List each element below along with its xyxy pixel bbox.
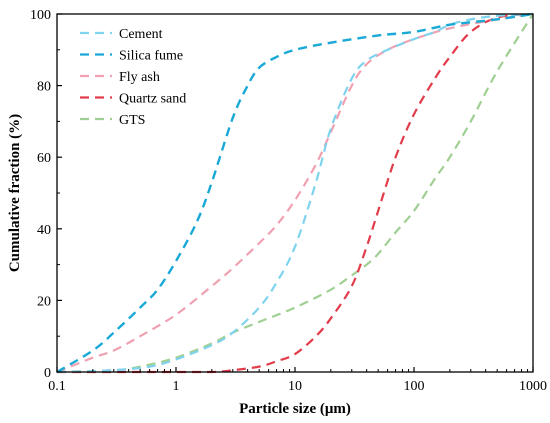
series-line-fly-ash [56, 12, 534, 374]
series-line-silica-fume [56, 12, 534, 374]
legend-label: Quartz sand [119, 92, 186, 107]
legend-label: Silica fume [119, 49, 183, 64]
x-tick-label: 1000 [519, 379, 547, 394]
legend-label: Fly ash [119, 70, 160, 85]
x-tick-label: 0.1 [48, 379, 66, 394]
series-layer [56, 12, 534, 374]
legend-label: GTS [119, 113, 145, 128]
y-tick-label: 20 [37, 294, 51, 309]
y-axis-title: Cumulative fraction (%) [7, 114, 23, 272]
series-line-gts [56, 13, 534, 374]
y-tick-label: 60 [37, 151, 51, 166]
y-tick-label: 100 [30, 8, 51, 23]
y-tick-label: 40 [37, 223, 51, 238]
y-tick-label: 80 [37, 80, 51, 95]
y-axis-ticks: 0 20 40 60 80 100 [30, 8, 62, 381]
x-tick-label: 10 [288, 379, 302, 394]
x-tick-label: 100 [404, 379, 425, 394]
plot-frame [56, 13, 534, 373]
legend-label: Cement [119, 27, 163, 42]
x-axis-title: Particle size (μm) [239, 401, 351, 417]
series-line-quartz-sand [57, 12, 534, 374]
x-axis-ticks: 0.1 1 10 100 1000 [48, 367, 547, 394]
legend: Cement Silica fume Fly ash Quartz sand GTS [80, 27, 186, 128]
series-line-cement [56, 12, 534, 374]
y-tick-label: 0 [44, 366, 51, 381]
x-tick-label: 1 [173, 379, 180, 394]
